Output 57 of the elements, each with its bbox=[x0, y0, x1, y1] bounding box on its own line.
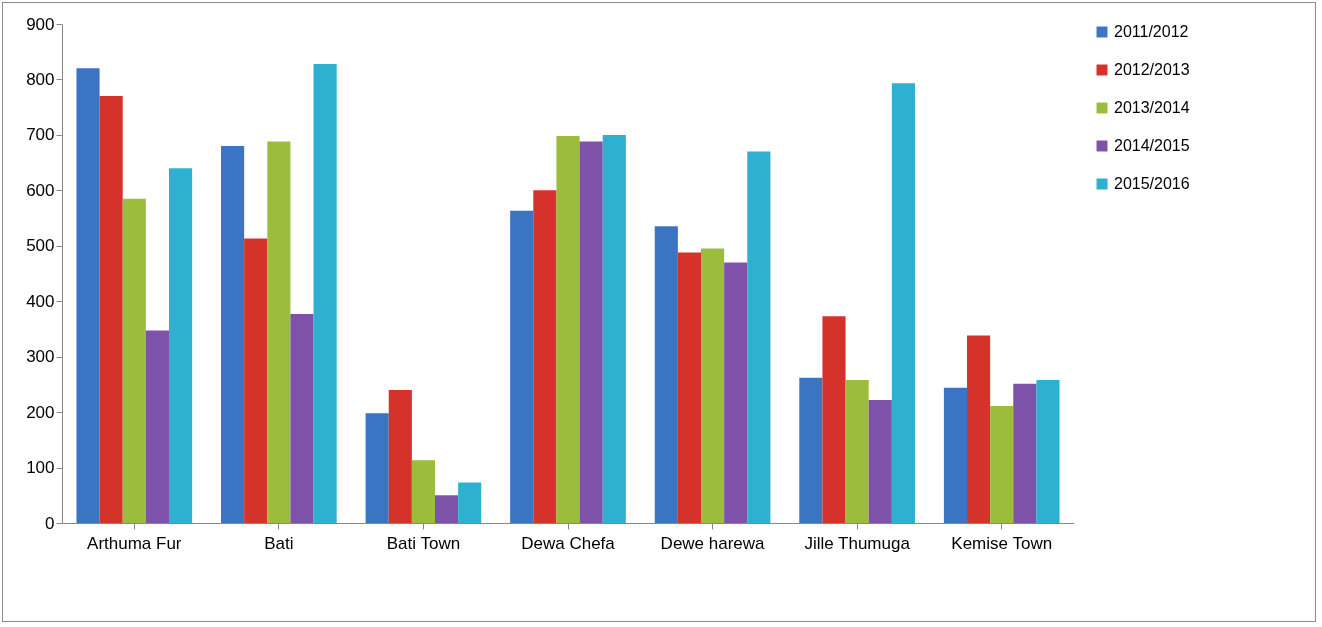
y-tick-label: 0 bbox=[45, 513, 55, 533]
bar bbox=[579, 141, 603, 523]
y-tick-label: 100 bbox=[26, 458, 55, 478]
bar bbox=[654, 226, 678, 523]
bar bbox=[533, 190, 557, 523]
bar bbox=[724, 262, 748, 523]
bar bbox=[99, 96, 123, 523]
bar bbox=[1013, 383, 1037, 523]
x-tick-label: Bati bbox=[264, 533, 294, 553]
bar bbox=[76, 68, 100, 523]
bar bbox=[943, 387, 968, 523]
bar bbox=[434, 495, 459, 523]
y-tick-label: 300 bbox=[26, 347, 55, 367]
bar bbox=[556, 136, 580, 523]
bar bbox=[145, 330, 169, 523]
bar bbox=[510, 210, 534, 523]
bar bbox=[168, 168, 193, 523]
bar bbox=[267, 141, 291, 523]
legend-label: 2015/2016 bbox=[1114, 175, 1190, 192]
bar bbox=[868, 399, 892, 523]
bar bbox=[747, 151, 771, 523]
bar bbox=[458, 482, 482, 523]
y-tick-label: 500 bbox=[26, 236, 55, 256]
x-tick-label: Dewe harewa bbox=[660, 533, 766, 553]
bar bbox=[122, 198, 146, 523]
bar bbox=[990, 406, 1014, 523]
x-tick-label: Jille Thumuga bbox=[804, 533, 911, 553]
x-tick-label: Arthuma Fur bbox=[87, 533, 182, 553]
bar bbox=[221, 145, 245, 523]
x-tick-label: Bati Town bbox=[386, 533, 461, 553]
legend-label: 2013/2014 bbox=[1114, 99, 1190, 116]
bar bbox=[799, 377, 823, 523]
bar bbox=[677, 252, 702, 523]
bar bbox=[411, 460, 435, 523]
y-tick-label: 900 bbox=[26, 14, 55, 34]
x-tick-label: Kemise Town bbox=[951, 533, 1053, 553]
y-tick-label: 200 bbox=[26, 402, 55, 422]
bar bbox=[313, 63, 337, 523]
y-tick-label: 800 bbox=[26, 69, 55, 89]
bar bbox=[365, 413, 389, 523]
legend-label: 2011/2012 bbox=[1114, 23, 1189, 40]
x-tick-label: Dewa Chefa bbox=[521, 533, 616, 553]
legend-label: 2012/2013 bbox=[1114, 61, 1190, 78]
y-tick-label: 400 bbox=[26, 291, 55, 311]
bar bbox=[1036, 379, 1060, 523]
bar bbox=[290, 313, 314, 523]
bar bbox=[388, 389, 412, 523]
y-tick-label: 600 bbox=[26, 180, 55, 200]
bar bbox=[701, 248, 725, 523]
bar bbox=[967, 335, 991, 523]
legend-label: 2014/2015 bbox=[1114, 137, 1190, 154]
bar bbox=[244, 238, 268, 523]
bar bbox=[845, 379, 869, 523]
y-tick-label: 700 bbox=[26, 125, 55, 145]
bar bbox=[822, 316, 846, 523]
bar bbox=[602, 134, 626, 523]
bar bbox=[891, 83, 915, 523]
